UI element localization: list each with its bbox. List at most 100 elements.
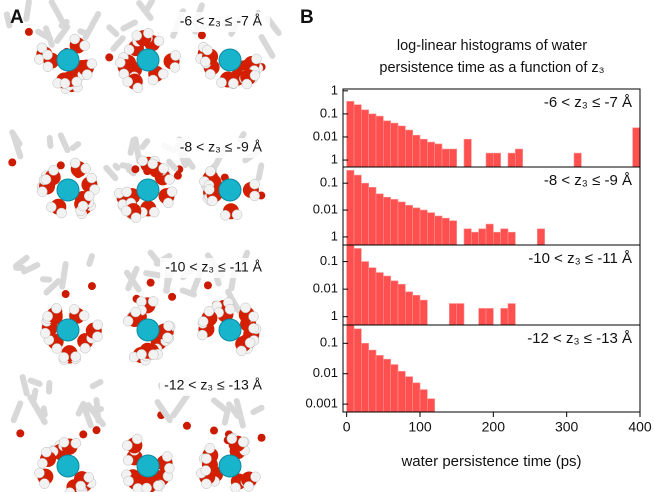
protein-stick xyxy=(103,164,119,182)
protein-stick xyxy=(57,132,71,154)
protein-stick xyxy=(27,377,43,387)
protein-stick xyxy=(13,254,30,269)
water-hydrogen xyxy=(231,209,243,220)
bar xyxy=(346,324,355,413)
water-hydrogen xyxy=(130,306,141,318)
protein-stick xyxy=(42,25,55,48)
water-hydrogen xyxy=(157,68,169,80)
bar xyxy=(368,349,377,413)
water-hydrogen xyxy=(122,315,134,327)
bar xyxy=(412,134,421,168)
y-tick-label: 0.01 xyxy=(313,201,338,216)
water-hydrogen xyxy=(201,478,212,490)
bar xyxy=(449,148,457,168)
protein-stick xyxy=(27,394,48,426)
water-hydrogen xyxy=(122,455,134,466)
water-hydrogen xyxy=(166,186,178,197)
water-hydrogen xyxy=(70,351,81,362)
bar xyxy=(346,101,355,168)
oxygen xyxy=(203,281,212,290)
water-hydrogen xyxy=(205,68,216,80)
panel-annotation: -10 < z₃ ≤ -11 Å xyxy=(528,250,632,267)
water-hydrogen xyxy=(226,433,238,444)
water-hydrogen xyxy=(58,352,70,363)
water-hydrogen xyxy=(244,337,256,349)
water-hydrogen xyxy=(243,481,254,492)
water-hydrogen xyxy=(250,471,261,483)
bar xyxy=(478,308,487,326)
y-tick-label: 0.01 xyxy=(313,365,338,380)
protein-stick xyxy=(250,404,265,416)
water-hydrogen xyxy=(236,345,247,357)
water-hydrogen xyxy=(83,472,94,483)
protein-stick xyxy=(112,162,121,171)
protein-stick xyxy=(233,398,246,429)
ion xyxy=(136,318,160,342)
plot-frame xyxy=(342,324,641,413)
x-tick-label: 200 xyxy=(482,419,506,435)
water-hydrogen xyxy=(46,201,57,213)
water-hydrogen xyxy=(122,440,133,451)
y-tick-label: 0.1 xyxy=(320,253,338,268)
water-hydrogen xyxy=(86,172,97,184)
water-hydrogen xyxy=(153,35,165,47)
bar xyxy=(463,228,472,246)
water-hydrogen xyxy=(148,206,160,218)
y-tick-label: 0.01 xyxy=(313,128,338,143)
water-hydrogen xyxy=(86,58,98,69)
bar xyxy=(500,228,509,246)
protein-stick xyxy=(179,287,197,298)
bar xyxy=(361,343,369,413)
water-hydrogen xyxy=(163,197,174,209)
water-hydrogen xyxy=(197,316,209,327)
water-hydrogen xyxy=(220,209,231,221)
oxygen xyxy=(105,53,114,62)
bar xyxy=(507,152,516,168)
bar xyxy=(419,209,428,246)
bar xyxy=(368,187,377,246)
label-backdrop xyxy=(160,376,270,396)
water-hydrogen xyxy=(240,302,251,314)
bar xyxy=(368,113,377,168)
figure-title: persistence time as a function of z₃ xyxy=(379,60,604,76)
oxygen xyxy=(168,292,177,301)
water-hydrogen xyxy=(79,342,91,354)
protein-stick xyxy=(93,397,102,424)
protein-stick xyxy=(3,11,13,29)
water-hydrogen xyxy=(56,207,67,219)
y-tick-label: 0.01 xyxy=(313,281,338,296)
y-tick-label: 1 xyxy=(331,308,338,323)
protein-stick xyxy=(77,28,89,37)
bar xyxy=(383,275,391,326)
water-hydrogen xyxy=(71,76,82,88)
water-hydrogen xyxy=(251,53,262,65)
water-hydrogen xyxy=(42,49,53,61)
bar xyxy=(353,174,362,246)
bar xyxy=(353,328,362,413)
water-hydrogen xyxy=(204,184,215,195)
protein-stick xyxy=(19,373,30,397)
water-hydrogen xyxy=(148,349,159,360)
water-hydrogen xyxy=(41,446,52,458)
panel-label: B xyxy=(300,7,314,28)
bar xyxy=(537,228,545,246)
water-hydrogen xyxy=(202,44,213,56)
bar xyxy=(390,280,399,326)
protein-stick xyxy=(154,399,173,424)
water-hydrogen xyxy=(115,57,126,68)
bar xyxy=(390,364,399,413)
oxygen xyxy=(92,426,101,435)
protein-stick xyxy=(110,35,126,52)
oxygen xyxy=(24,27,33,36)
water-hydrogen xyxy=(92,319,103,331)
bar xyxy=(397,283,406,326)
y-tick-label: 0.1 xyxy=(320,105,338,120)
molecular-renderings xyxy=(3,0,282,492)
ion xyxy=(218,318,242,342)
water-hydrogen xyxy=(75,480,86,492)
ion xyxy=(218,454,242,478)
ion xyxy=(136,454,160,478)
y-tick-label: 0.1 xyxy=(320,175,338,190)
protein-stick xyxy=(46,135,54,149)
protein-stick xyxy=(125,166,137,177)
